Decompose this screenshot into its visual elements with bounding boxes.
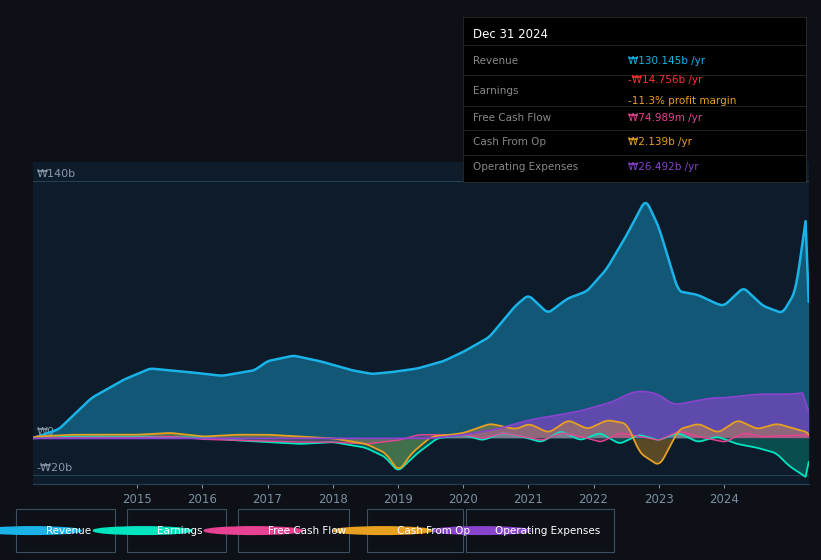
Text: -₩20b: -₩20b	[37, 463, 73, 473]
Text: ₩140b: ₩140b	[37, 169, 76, 179]
Circle shape	[204, 527, 303, 534]
Circle shape	[0, 527, 81, 534]
Bar	[127, 509, 226, 552]
Text: Earnings: Earnings	[474, 86, 519, 96]
Text: ₩0: ₩0	[37, 427, 55, 437]
Bar	[368, 509, 463, 552]
Text: -₩14.756b /yr: -₩14.756b /yr	[628, 75, 702, 85]
Text: Operating Expenses: Operating Expenses	[496, 526, 601, 535]
Bar	[238, 509, 349, 552]
Text: Cash From Op: Cash From Op	[474, 137, 546, 147]
Circle shape	[432, 527, 530, 534]
Text: Cash From Op: Cash From Op	[397, 526, 470, 535]
Text: -11.3% profit margin: -11.3% profit margin	[628, 96, 736, 106]
Text: Free Cash Flow: Free Cash Flow	[268, 526, 346, 535]
Text: ₩74.989m /yr: ₩74.989m /yr	[628, 113, 702, 123]
Bar	[466, 509, 614, 552]
Circle shape	[94, 527, 192, 534]
Text: Earnings: Earnings	[157, 526, 202, 535]
Text: Dec 31 2024: Dec 31 2024	[474, 27, 548, 40]
Text: ₩130.145b /yr: ₩130.145b /yr	[628, 55, 705, 66]
Text: Operating Expenses: Operating Expenses	[474, 162, 579, 172]
Bar	[16, 509, 115, 552]
Text: Free Cash Flow: Free Cash Flow	[474, 113, 552, 123]
Text: Revenue: Revenue	[46, 526, 91, 535]
Circle shape	[333, 527, 432, 534]
Text: ₩2.139b /yr: ₩2.139b /yr	[628, 137, 692, 147]
Text: ₩26.492b /yr: ₩26.492b /yr	[628, 162, 699, 172]
Text: Revenue: Revenue	[474, 55, 519, 66]
